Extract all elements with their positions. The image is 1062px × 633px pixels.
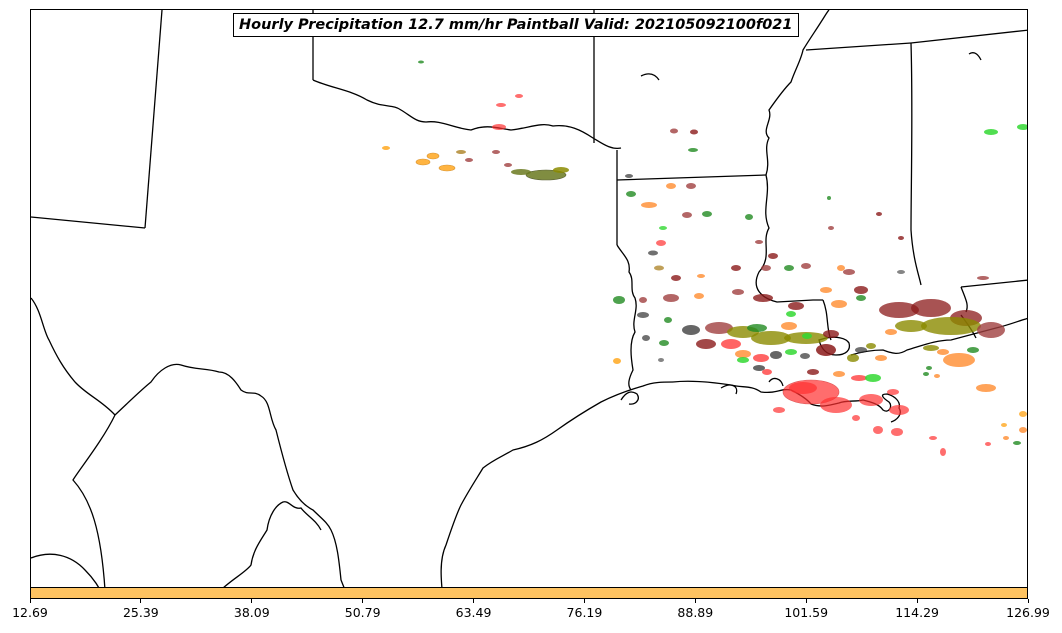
- texas-coast: [440, 381, 674, 598]
- vermilion-bay: [720, 384, 738, 395]
- al-fl-border: [960, 279, 1027, 288]
- mx-border-3: [220, 501, 322, 591]
- colorbar-tick: [916, 599, 918, 603]
- colorbar-tick-label: 101.59: [784, 605, 829, 620]
- colorbar-tick: [694, 599, 696, 603]
- nm-east-border: [144, 10, 163, 229]
- colorbar-tick-label: 50.79: [344, 605, 381, 620]
- precipitation-map: [31, 10, 1027, 598]
- colorbar-tick-label: 12.69: [12, 605, 48, 620]
- louisiana-coast: [672, 380, 901, 423]
- nm-mexico: [31, 297, 116, 416]
- ar-la-border: [616, 174, 767, 181]
- red-river: [312, 79, 622, 150]
- colorbar-tick-label: 63.49: [455, 605, 492, 620]
- precipitation-paintballs: [382, 60, 1027, 456]
- map-frame: [30, 9, 1028, 599]
- colorbar-tick: [251, 599, 253, 603]
- ar-ms-river: [765, 10, 830, 176]
- atchafalaya: [768, 377, 784, 387]
- colorbar: [30, 587, 1028, 599]
- colorbar-tick: [140, 599, 142, 603]
- colorbar-tick-label: 25.39: [122, 605, 159, 620]
- colorbar-tick-label: 88.89: [677, 605, 714, 620]
- co-nm-border: [31, 216, 146, 229]
- mx-border-1: [72, 414, 116, 591]
- rio-grande: [114, 363, 349, 598]
- colorbar-tick: [473, 599, 475, 603]
- ms-al-border: [910, 42, 922, 286]
- colorbar-tick-label: 114.29: [895, 605, 939, 620]
- al-nw: [910, 29, 1027, 44]
- la-ms-river: [755, 174, 823, 303]
- colorbar-tick-label: 76.19: [566, 605, 603, 620]
- lake-small-2: [640, 73, 660, 81]
- colorbar-tick: [29, 599, 31, 603]
- galveston-bay: [620, 391, 639, 405]
- lake-small: [968, 52, 982, 61]
- ms-west-tn-border: [805, 42, 912, 51]
- colorbar-tick: [583, 599, 585, 603]
- colorbar-tick: [805, 599, 807, 603]
- colorbar-tick: [1027, 599, 1029, 603]
- colorbar-tick-label: 126.99: [1006, 605, 1050, 620]
- state-boundaries: [31, 10, 1027, 598]
- colorbar-tick: [362, 599, 364, 603]
- tx-la-sabine: [616, 244, 637, 391]
- map-title: Hourly Precipitation 12.7 mm/hr Paintbal…: [233, 13, 799, 37]
- colorbar-tick-label: 38.09: [233, 605, 270, 620]
- al-fl-border-2: [960, 286, 968, 313]
